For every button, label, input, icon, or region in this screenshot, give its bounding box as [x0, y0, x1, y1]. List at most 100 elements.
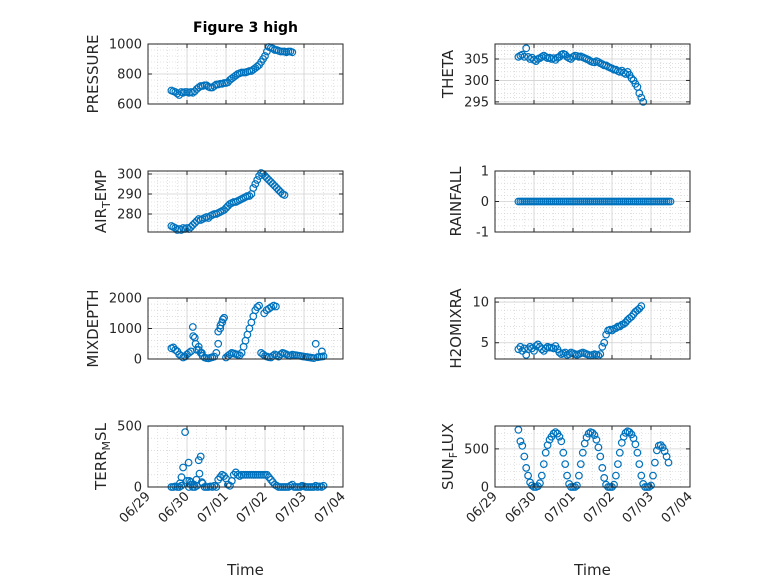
data-point [185, 477, 194, 485]
y-tick-label: -1 [476, 226, 489, 241]
data-point [637, 471, 646, 480]
data-point [637, 302, 646, 311]
data-point [184, 349, 193, 357]
data-point [541, 448, 550, 457]
figure-title: Figure 3 high [193, 20, 298, 36]
data-point [656, 441, 665, 450]
x-tick-label: 06/30 [156, 489, 193, 526]
y-tick-label: 0 [134, 481, 142, 496]
subplot-4: -1 0 1 RAINFALL [447, 165, 691, 241]
y-tick-label: 800 [117, 68, 142, 83]
x-tick-label: 07/02 [581, 489, 618, 526]
axes-box [494, 297, 691, 360]
data-point [594, 443, 603, 452]
data-point [189, 332, 198, 341]
data-point [596, 452, 605, 461]
data-point [267, 475, 275, 484]
data-point [619, 320, 628, 328]
data-point [635, 89, 644, 98]
data-point [633, 306, 642, 315]
y-tick-label: 1000 [109, 38, 142, 53]
data-point [319, 481, 328, 490]
y-tick-label: 0 [134, 353, 142, 368]
data-point [253, 62, 262, 71]
data-point [582, 433, 591, 442]
y-axis-label: PRESSURE [84, 35, 102, 114]
data-point [245, 192, 254, 200]
data-point [311, 339, 320, 348]
data-point [600, 338, 609, 347]
data-point [551, 428, 560, 437]
data-point [596, 350, 605, 359]
data-point [594, 58, 603, 66]
y-axis-label: SUNFLUX [439, 423, 460, 490]
data-point [267, 178, 275, 186]
data-point [615, 322, 624, 331]
data-point [318, 347, 326, 356]
data-point [559, 448, 568, 457]
data-point [253, 303, 262, 312]
data-point [647, 481, 655, 490]
data-point [588, 429, 597, 437]
data-point [534, 340, 542, 349]
y-tick-label: 300 [464, 74, 489, 89]
data-point [578, 448, 587, 457]
data-point [268, 180, 277, 188]
data-point [615, 448, 624, 457]
data-point [520, 452, 529, 461]
subplot-2: 295 300 305 THETA [439, 43, 691, 110]
data-point [263, 470, 271, 479]
data-point [272, 184, 281, 192]
x-tick-label: 07/02 [234, 489, 271, 526]
data-point [549, 344, 558, 353]
data-point [549, 429, 558, 438]
data-point [522, 44, 531, 53]
data-point [251, 180, 260, 188]
data-point [222, 204, 230, 212]
data-point [537, 53, 546, 61]
data-point [621, 70, 630, 78]
x-axis-label: Time [226, 561, 264, 579]
data-point [225, 481, 234, 490]
data-point [590, 58, 599, 67]
data-point [619, 432, 628, 441]
data-point [561, 460, 570, 469]
data-point [612, 324, 620, 333]
data-point [637, 93, 646, 102]
data-point [516, 342, 525, 351]
data-point [573, 481, 581, 490]
data-point [195, 469, 204, 478]
data-point [235, 472, 244, 480]
y-tick-label: 5 [481, 336, 489, 351]
data-point [590, 431, 599, 440]
data-point [265, 176, 273, 184]
data-point [614, 460, 622, 469]
data-point [627, 74, 636, 83]
x-tick-label: 07/04 [659, 489, 696, 526]
data-point [526, 342, 534, 351]
data-point [658, 443, 667, 452]
data-point [255, 301, 264, 310]
data-point [190, 219, 199, 227]
y-axis-label: H2OMIXRA [447, 288, 465, 369]
data-point [639, 97, 648, 106]
data-point [214, 339, 223, 348]
data-point [186, 223, 195, 231]
data-point [188, 221, 197, 229]
data-point [231, 71, 240, 80]
y-tick-label: 290 [117, 188, 142, 203]
data-point [592, 435, 601, 444]
data-point [561, 348, 570, 357]
data-point [608, 326, 616, 335]
y-tick-label: 500 [464, 442, 489, 457]
data-point [536, 54, 544, 62]
y-tick-label: 305 [464, 53, 489, 68]
data-point [575, 471, 583, 480]
data-point [188, 323, 197, 331]
data-point [274, 186, 283, 194]
data-point [532, 342, 540, 350]
data-point [522, 464, 531, 472]
x-tick-label: 07/04 [312, 489, 349, 526]
y-tick-label: 0 [481, 195, 489, 210]
